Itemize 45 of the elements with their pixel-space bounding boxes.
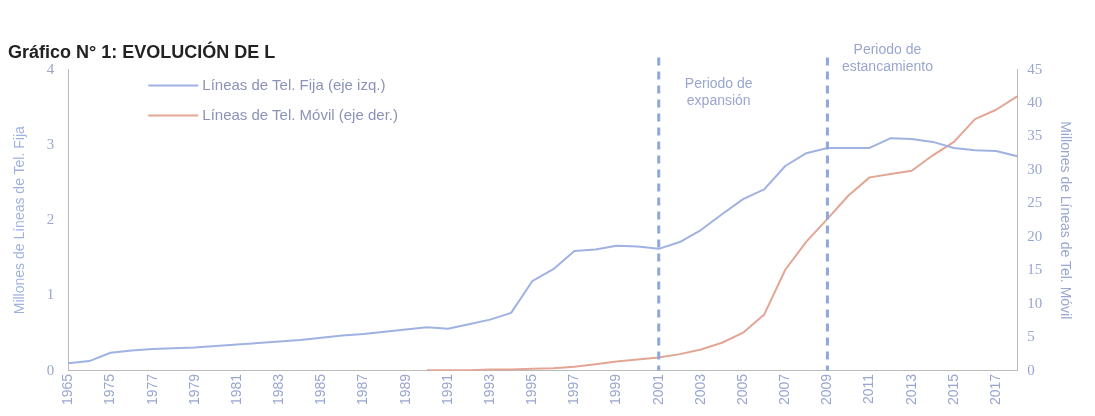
x-tick-label: 1985 bbox=[312, 373, 329, 406]
x-tick-label: 2015 bbox=[944, 373, 961, 406]
y2-tick-label: 10 bbox=[1027, 294, 1043, 311]
y-tick-label: 3 bbox=[46, 135, 55, 152]
y2-tick-label: 15 bbox=[1027, 261, 1043, 278]
y2-tick-label: 25 bbox=[1027, 194, 1043, 211]
y-tick-label: 4 bbox=[46, 60, 55, 77]
y-tick-label: 2 bbox=[46, 211, 55, 228]
x-tick-label: 2013 bbox=[902, 373, 919, 406]
x-tick-label: 1983 bbox=[270, 373, 287, 406]
y2-tick-label: 40 bbox=[1027, 94, 1043, 111]
y2-tick-label: 0 bbox=[1027, 361, 1035, 378]
y-tick-label: 0 bbox=[46, 361, 55, 378]
x-tick-label: 1995 bbox=[523, 373, 540, 406]
x-tick-label: 1993 bbox=[480, 373, 497, 406]
y2-tick-label: 35 bbox=[1027, 127, 1043, 144]
x-tick-label: 1979 bbox=[185, 373, 202, 406]
x-tick-label: 1997 bbox=[565, 373, 582, 406]
legend-label: Líneas de Tel. Móvil (eje der.) bbox=[202, 105, 398, 123]
x-tick-label: 2007 bbox=[776, 373, 793, 406]
chart-title: Gráfico N° 1: EVOLUCIÓN DE L bbox=[8, 40, 276, 62]
ref-line-label: Periodo de expansión bbox=[684, 75, 753, 109]
x-tick-label: 1981 bbox=[227, 373, 244, 406]
x-tick-label: 2009 bbox=[818, 373, 835, 406]
y2-tick-label: 30 bbox=[1027, 160, 1043, 177]
x-tick-label: 1965 bbox=[59, 373, 76, 406]
x-tick-label: 2017 bbox=[986, 373, 1003, 406]
ref-line-label: Periodo de estancamiento bbox=[841, 41, 934, 75]
x-tick-label: 1977 bbox=[143, 373, 160, 406]
y2-tick-label: 20 bbox=[1027, 227, 1043, 244]
x-tick-label: 2005 bbox=[733, 373, 750, 406]
x-tick-label: 1991 bbox=[438, 373, 455, 406]
x-tick-label: 1987 bbox=[354, 373, 371, 406]
y2-axis-title: Millones de Líneas de Tel. Móvil bbox=[1057, 121, 1074, 320]
x-tick-label: 1975 bbox=[101, 373, 118, 406]
x-tick-label: 1999 bbox=[607, 373, 624, 406]
legend-label: Líneas de Tel. Fija (eje izq.) bbox=[202, 75, 386, 93]
x-tick-label: 2001 bbox=[649, 373, 666, 406]
y-tick-label: 1 bbox=[46, 286, 55, 303]
x-tick-label: 2011 bbox=[860, 373, 877, 404]
y2-tick-label: 45 bbox=[1027, 60, 1043, 77]
y-axis-title: Millones de Líneas de Tel. Fija bbox=[11, 125, 28, 315]
x-tick-label: 2003 bbox=[691, 373, 708, 406]
y2-tick-label: 5 bbox=[1027, 328, 1035, 345]
x-tick-label: 1989 bbox=[396, 373, 413, 406]
